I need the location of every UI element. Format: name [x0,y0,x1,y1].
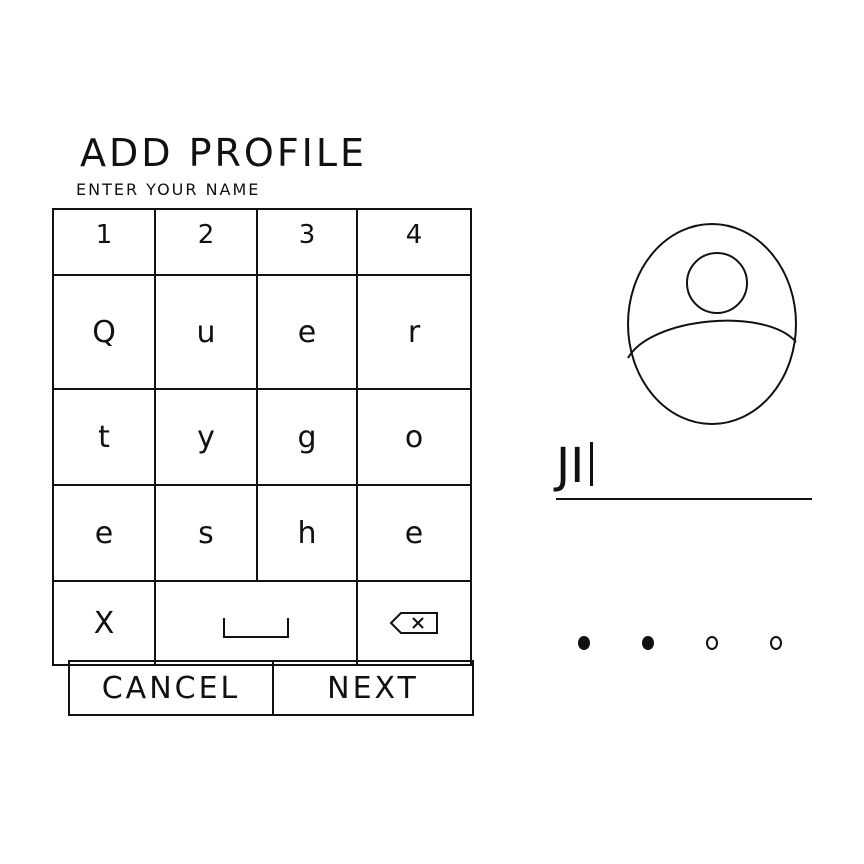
key-q[interactable]: Q [54,276,156,390]
key-e[interactable]: e [258,276,358,390]
page-title: ADD PROFILE [80,131,368,175]
action-bar: CANCEL NEXT [68,660,474,716]
name-input[interactable]: JI [556,438,812,500]
key-h[interactable]: h [258,486,358,582]
text-caret [590,442,594,486]
user-avatar-icon[interactable] [626,222,798,426]
next-button[interactable]: NEXT [327,670,419,706]
key-g[interactable]: g [258,390,358,486]
space-bar-icon [223,618,289,638]
backspace-icon [389,611,439,635]
clear-key[interactable]: X [54,582,156,664]
backspace-key[interactable] [358,582,470,664]
keypad: 1 2 3 4 Q u e r t y g o e s h e X [52,208,472,666]
key-3[interactable]: 3 [258,210,358,276]
key-e[interactable]: e [358,486,470,582]
page-subtitle: ENTER YOUR NAME [76,180,261,199]
key-o[interactable]: o [358,390,470,486]
step-dot [642,636,654,650]
name-input-value: JI [556,438,585,494]
key-e[interactable]: e [54,486,156,582]
step-dot [578,636,590,650]
key-1[interactable]: 1 [54,210,156,276]
space-key[interactable] [156,582,358,664]
step-indicator [578,636,798,656]
key-t[interactable]: t [54,390,156,486]
step-dot [770,636,782,650]
key-4[interactable]: 4 [358,210,470,276]
key-u[interactable]: u [156,276,258,390]
key-s[interactable]: s [156,486,258,582]
cancel-button[interactable]: CANCEL [70,662,274,714]
step-dot [706,636,718,650]
key-2[interactable]: 2 [156,210,258,276]
key-r[interactable]: r [358,276,470,390]
key-y[interactable]: y [156,390,258,486]
